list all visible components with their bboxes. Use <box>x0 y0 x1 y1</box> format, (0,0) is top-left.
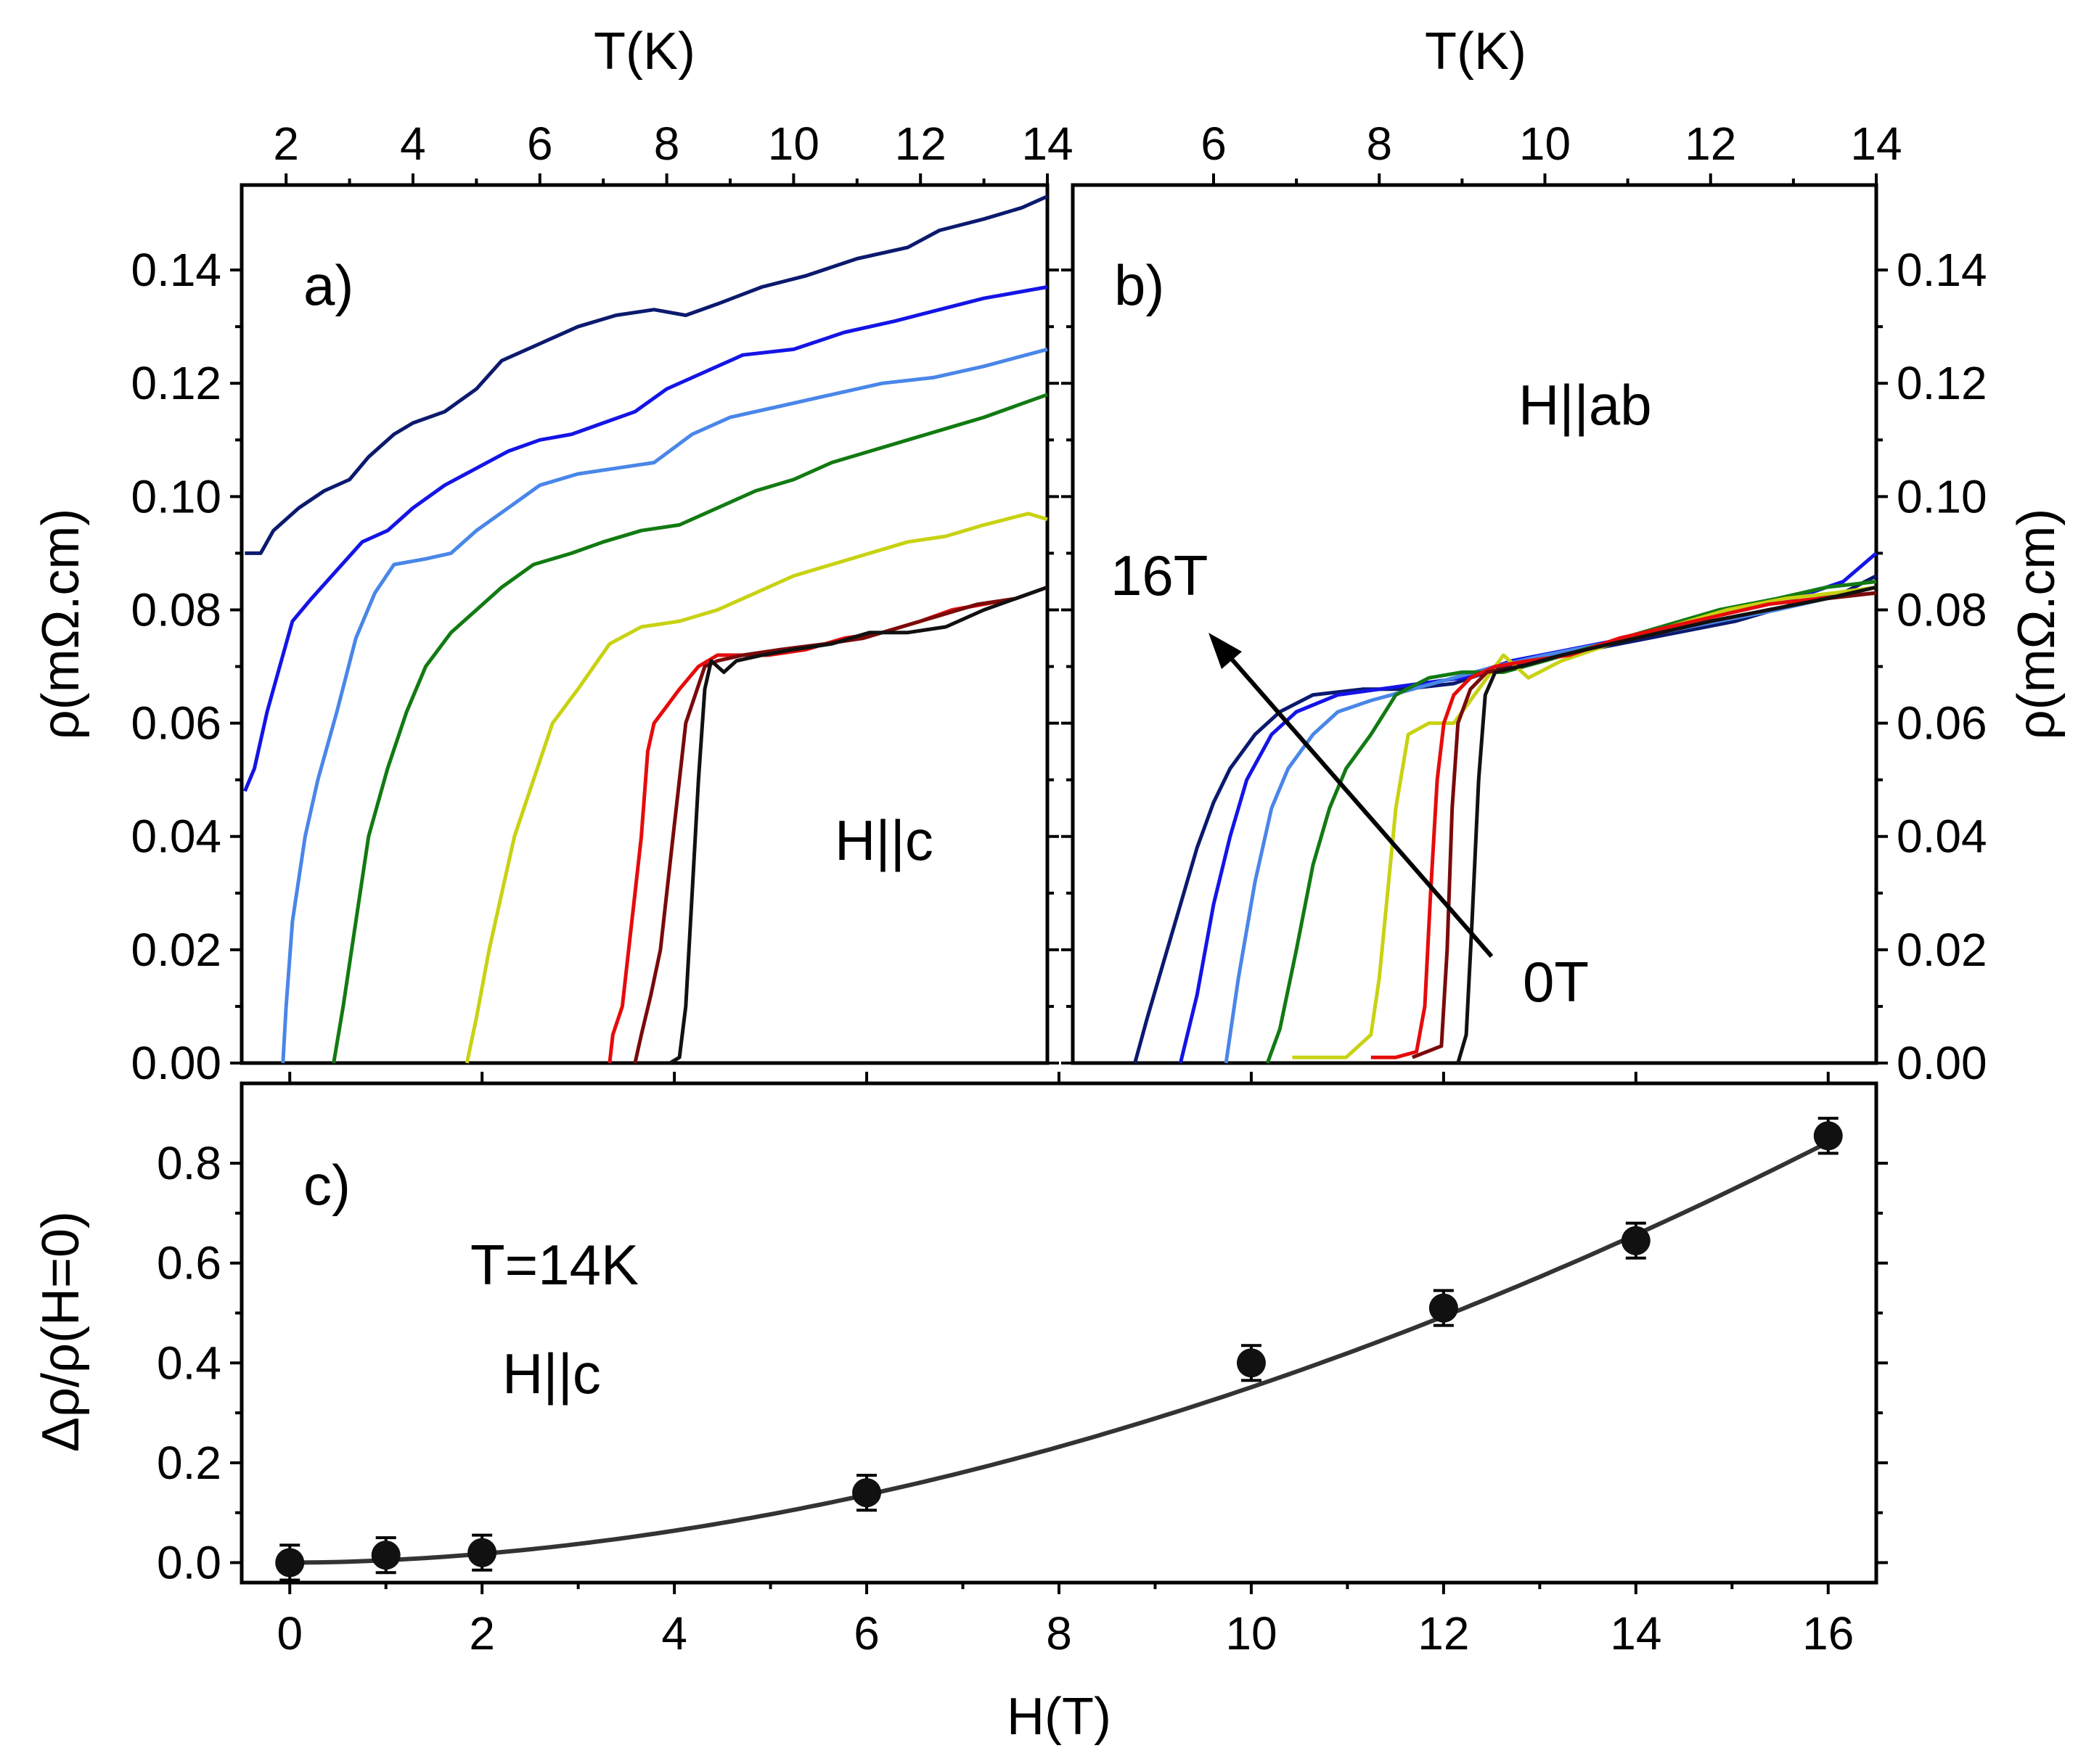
series-line-8 <box>668 585 1048 1065</box>
y-tick-label: 0.00 <box>131 1037 221 1089</box>
panel-b-frame <box>1071 183 1878 1065</box>
arrow-label-0t: 0T <box>1523 950 1589 1014</box>
x-tick-label: 8 <box>654 118 680 170</box>
data-point <box>852 1478 882 1508</box>
panel-a-frame <box>240 183 1050 1065</box>
y-tick-label: 0.10 <box>1897 470 1987 522</box>
panel-a-curves <box>243 194 1049 1065</box>
panel-b-y-axis-label: ρ(mΩ.cm) <box>2008 509 2066 740</box>
x-tick-label: 12 <box>1418 1607 1469 1660</box>
x-tick-label: 14 <box>1850 118 1902 170</box>
y-tick-label: 0.04 <box>131 811 221 863</box>
series-line-7 <box>1411 591 1877 1059</box>
panel-b-label: b) <box>1114 253 1164 317</box>
y-tick-label: 0.12 <box>1897 357 1987 409</box>
x-tick-label: 10 <box>768 118 819 170</box>
panel-b-annotation: H||ab <box>1518 373 1652 437</box>
data-point <box>371 1541 401 1570</box>
data-point <box>1621 1226 1651 1255</box>
panel-c-annotation-field: H||c <box>502 1342 601 1406</box>
series-line-5 <box>1292 585 1877 1059</box>
panel-c-frame <box>240 1081 1878 1585</box>
fit-curve <box>290 1140 1830 1565</box>
y-tick-label: 0.06 <box>1897 697 1987 750</box>
data-point <box>1813 1121 1843 1151</box>
panel-c-ticks: 0 2 4 6 8 10 12 14 16 0.0 0.2 0.4 0.6 0.8 <box>157 1072 1888 1660</box>
series-line-4 <box>332 393 1048 1064</box>
x-tick-label: 4 <box>400 118 426 170</box>
panel-c-plot <box>275 1117 1843 1582</box>
y-tick-label: 0.02 <box>131 924 221 976</box>
panel-a-x-axis-label: T(K) <box>594 22 695 81</box>
y-tick-label: 0.02 <box>1897 924 1987 976</box>
x-tick-label: 14 <box>1021 118 1073 170</box>
x-tick-label: 6 <box>854 1607 880 1660</box>
y-tick-label: 0.08 <box>1897 583 1987 636</box>
panel-a-label: a) <box>303 253 353 317</box>
y-tick-label: 0.4 <box>157 1337 221 1389</box>
panel-c-y-axis-label: Δρ/ρ(H=0) <box>32 1211 90 1452</box>
data-point <box>1428 1293 1458 1323</box>
series-line-3 <box>281 347 1048 1064</box>
y-tick-label: 0.6 <box>157 1237 221 1289</box>
panel-a-y-axis-label: ρ(mΩ.cm) <box>32 509 90 740</box>
x-tick-label: 16 <box>1802 1607 1854 1660</box>
panel-c: 0 2 4 6 8 10 12 14 16 0.0 0.2 0.4 0.6 0.8 H(T) Δρ/ρ(H… <box>32 1072 1888 1746</box>
x-tick-label: 12 <box>1685 118 1736 170</box>
x-tick-label: 6 <box>1201 118 1227 170</box>
data-point <box>275 1548 305 1578</box>
x-tick-label: 8 <box>1046 1607 1072 1660</box>
panel-a: 2 4 6 8 10 12 14 0.00 0.02 0.04 0.06 0.08 0.10 0.12 0.… <box>32 22 1073 1089</box>
y-tick-label: 0.14 <box>1897 244 1987 296</box>
panel-b-x-axis-label: T(K) <box>1425 22 1526 81</box>
x-tick-label: 2 <box>273 118 299 170</box>
x-tick-label: 12 <box>895 118 946 170</box>
x-tick-label: 4 <box>661 1607 687 1660</box>
y-tick-label: 0.06 <box>131 697 221 750</box>
x-tick-label: 10 <box>1225 1607 1277 1660</box>
y-tick-label: 0.10 <box>131 470 221 522</box>
panel-b-curves <box>1133 551 1878 1064</box>
y-tick-label: 0.2 <box>157 1437 221 1489</box>
x-tick-label: 2 <box>469 1607 495 1660</box>
arrow-label-16t: 16T <box>1111 543 1208 607</box>
field-arrow-shaft <box>1223 650 1494 958</box>
panel-b: 6 8 10 12 14 0.00 0.02 0.04 0.06 0.08 0.10 0.12 0.14… <box>1061 22 2066 1089</box>
y-tick-label: 0.14 <box>131 244 221 296</box>
y-tick-label: 0.0 <box>157 1536 221 1588</box>
field-arrow-head <box>1208 633 1242 669</box>
x-tick-label: 8 <box>1366 118 1392 170</box>
y-tick-label: 0.08 <box>131 583 221 636</box>
series-line-6 <box>1370 591 1877 1059</box>
series-line-1 <box>1133 574 1878 1064</box>
series-line-5 <box>465 512 1048 1064</box>
series-line-2 <box>243 285 1048 792</box>
data-point <box>1236 1348 1266 1378</box>
y-tick-label: 0.12 <box>131 357 221 409</box>
panel-c-x-axis-label: H(T) <box>1007 1688 1111 1746</box>
x-tick-label: 6 <box>527 118 553 170</box>
data-point <box>467 1538 497 1567</box>
panel-c-label: c) <box>303 1153 351 1217</box>
y-tick-label: 0.8 <box>157 1137 221 1189</box>
y-tick-label: 0.04 <box>1897 811 1987 863</box>
series-line-1 <box>245 194 1049 555</box>
panel-a-ticks: 2 4 6 8 10 12 14 0.00 0.02 0.04 0.06 0.08 0.10 0.12 0.… <box>131 118 1073 1089</box>
x-tick-label: 0 <box>277 1607 303 1660</box>
x-tick-label: 14 <box>1610 1607 1661 1660</box>
panel-b-ticks: 6 8 10 12 14 0.00 0.02 0.04 0.06 0.08 0.10 0.12 0.14 <box>1061 118 1987 1089</box>
y-tick-label: 0.00 <box>1897 1037 1987 1089</box>
x-tick-label: 10 <box>1519 118 1571 170</box>
series-line-8 <box>1456 585 1877 1064</box>
panel-c-annotation-temperature: T=14K <box>470 1233 639 1297</box>
panel-a-annotation: H||c <box>835 808 933 872</box>
